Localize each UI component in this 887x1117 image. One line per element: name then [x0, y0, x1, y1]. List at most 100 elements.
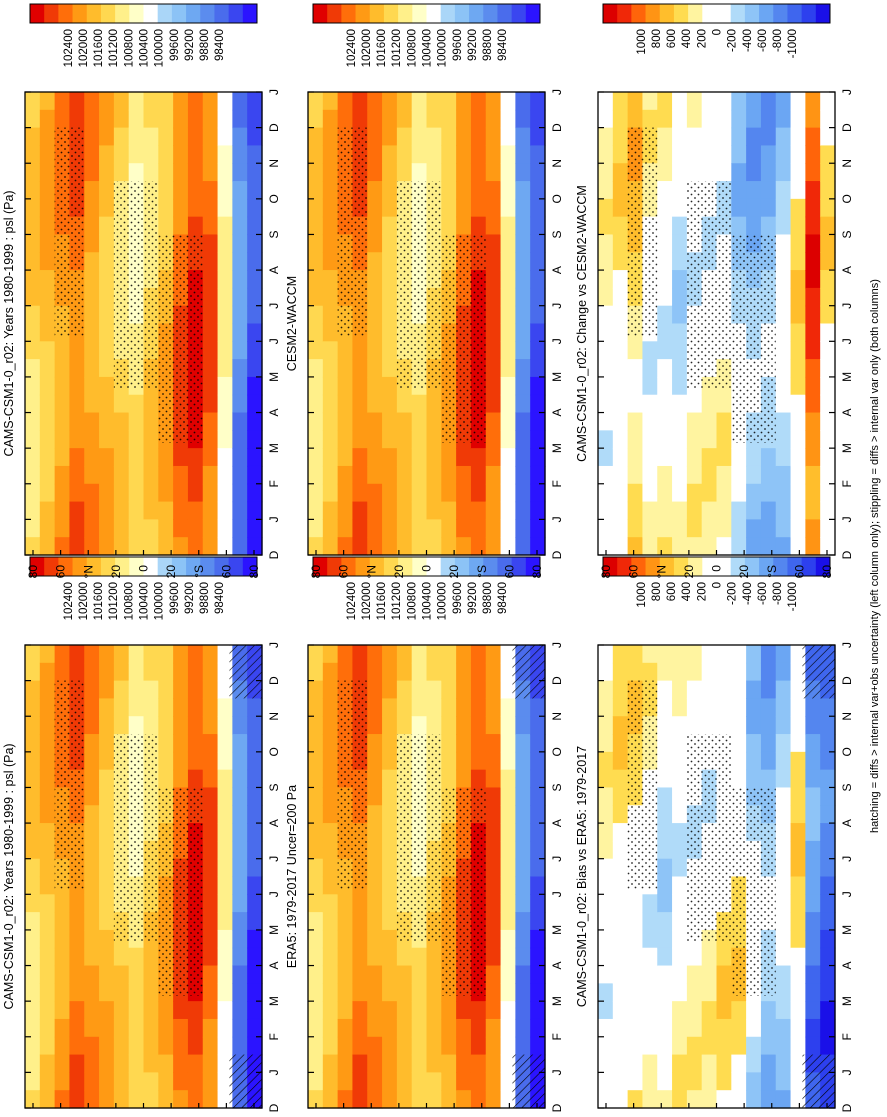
heatmap-cell: [84, 805, 100, 824]
heatmap-cell: [25, 376, 41, 396]
colorbar-tick-label: 1000: [636, 582, 648, 608]
heatmap-cell: [217, 929, 233, 949]
heatmap-cell: [39, 894, 56, 913]
colorbar: 1000 800 600 400 200 0 -200 -400 -600 -800 -1000: [602, 3, 831, 58]
heatmap-cell: [99, 734, 115, 753]
footnote: hatching = diffs > internal var+obs unce…: [869, 279, 881, 833]
heatmap-cell: [54, 376, 71, 396]
heatmap-cell: [470, 734, 487, 753]
heatmap-cell: [232, 181, 248, 200]
heatmap-cell: [775, 252, 792, 271]
heatmap-cell: [308, 734, 324, 753]
heatmap-cell: [99, 947, 115, 967]
heatmap-cell: [352, 1072, 368, 1091]
heatmap-cell: [322, 876, 339, 895]
heatmap-cell: [746, 751, 762, 771]
heatmap-cell: [25, 412, 41, 431]
heatmap-cell: [54, 359, 71, 378]
heatmap-cell: [500, 376, 516, 396]
heatmap-cell: [515, 947, 531, 967]
heatmap-cell: [128, 965, 145, 984]
heatmap-cell: [99, 894, 115, 913]
heatmap-cell: [158, 448, 174, 467]
heatmap-cell: [775, 359, 792, 378]
heatmap-cell: [382, 270, 398, 289]
heatmap-cell: [598, 270, 614, 289]
heatmap-cell: [805, 751, 821, 771]
heatmap-cell: [25, 216, 41, 236]
heatmap-cell: [500, 109, 516, 129]
colorbar-swatch: [86, 4, 102, 23]
heatmap-cell: [382, 305, 398, 325]
heatmap-cell: [820, 1036, 836, 1056]
heatmap-cell: [158, 465, 174, 485]
heatmap-cell: [598, 198, 614, 218]
colorbar-tick-label: 98400: [214, 582, 226, 614]
heatmap-cell: [232, 519, 248, 538]
heatmap-cell: [716, 1072, 732, 1091]
heatmap-cell: [128, 448, 145, 467]
x-tick-label: O: [550, 747, 564, 756]
heatmap-cell: [456, 1001, 472, 1020]
heatmap-cell: [217, 1090, 233, 1109]
heatmap-cell: [367, 181, 383, 200]
heatmap-cell: [411, 1018, 428, 1038]
heatmap-cell: [657, 947, 673, 967]
heatmap-cell: [820, 894, 836, 913]
heatmap-cell: [232, 252, 248, 271]
colorbar-swatch: [186, 557, 201, 576]
heatmap-cell: [530, 823, 546, 842]
heatmap-cell: [158, 645, 174, 664]
heatmap-cell: [411, 163, 428, 182]
hatching: [229, 1054, 262, 1108]
heatmap-cell: [820, 359, 836, 378]
heatmap-cell: [820, 430, 836, 449]
heatmap-cell: [790, 323, 806, 342]
heatmap-cell: [598, 947, 614, 967]
heatmap-cell: [99, 1072, 115, 1091]
heatmap-cell: [322, 341, 339, 360]
x-tick-label: M: [840, 996, 854, 1006]
heatmap-cell: [39, 805, 56, 824]
heatmap-cell: [657, 912, 673, 931]
heatmap-cell: [612, 483, 629, 503]
heatmap-cell: [39, 680, 56, 700]
x-tick-label: M: [550, 996, 564, 1006]
x-tick-label: J: [267, 303, 281, 309]
heatmap-cell: [99, 127, 115, 147]
heatmap-cell: [39, 376, 56, 396]
heatmap-cell: [805, 323, 821, 342]
heatmap-cell: [515, 305, 531, 325]
heatmap-cell: [25, 430, 41, 449]
heatmap-cell: [128, 680, 145, 700]
heatmap-cell: [598, 894, 614, 913]
heatmap-cell: [367, 894, 383, 913]
heatmap-cell: [775, 805, 792, 824]
heatmap-cell: [308, 519, 324, 538]
heatmap-cell: [217, 341, 233, 360]
heatmap-cell: [515, 894, 531, 913]
heatmap-cell: [790, 109, 806, 129]
heatmap-cell: [187, 465, 204, 485]
heatmap-cell: [173, 198, 189, 218]
heatmap-cell: [128, 1090, 145, 1109]
heatmap-cell: [805, 698, 821, 717]
heatmap-cell: [382, 805, 398, 824]
heatmap-cell: [790, 805, 806, 824]
heatmap-cell: [701, 1001, 718, 1020]
heatmap-cell: [39, 769, 56, 789]
heatmap-cell: [598, 519, 614, 538]
heatmap-cell: [657, 109, 673, 129]
heatmap-cell: [426, 1054, 442, 1073]
heatmap-cell: [99, 858, 115, 878]
heatmap-cell: [173, 216, 189, 236]
heatmap-cell: [530, 109, 546, 129]
heatmap-cell: [173, 127, 189, 147]
colorbar-swatch: [171, 557, 187, 576]
colorbar-swatch: [659, 557, 675, 576]
heatmap-cell: [775, 1036, 792, 1056]
heatmap-cell: [99, 983, 115, 1002]
heatmap-cell: [515, 448, 531, 467]
heatmap-cell: [530, 1018, 546, 1038]
